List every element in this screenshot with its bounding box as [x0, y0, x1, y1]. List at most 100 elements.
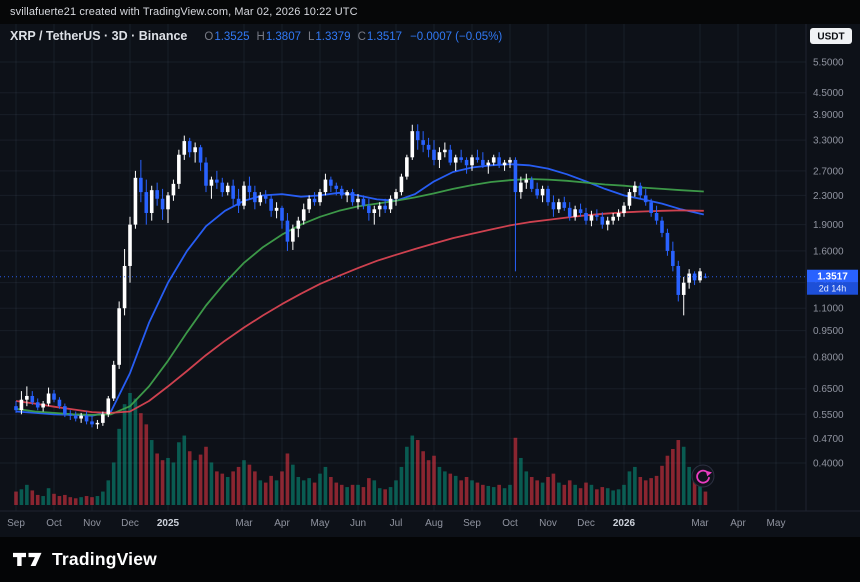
candle-body	[421, 140, 425, 145]
price-scale[interactable]: 5.5000 4.5000 3.9000 3.3000 2.7000 2.3000 1.90…	[807, 28, 858, 470]
price-tick-label: 0.5500	[813, 410, 844, 421]
volume-bar	[464, 477, 469, 505]
volume-bar	[540, 482, 545, 505]
snapshot-watermark-icon[interactable]	[691, 464, 715, 488]
volume-bar	[187, 451, 192, 505]
volume-bar	[589, 484, 594, 505]
candle-body	[177, 154, 181, 184]
candle-body	[611, 216, 615, 221]
candle-body	[410, 131, 415, 158]
candle-body	[236, 198, 241, 206]
attribution-bar: svillafuerte21 created with TradingView.…	[0, 0, 860, 24]
candle-body	[68, 414, 73, 416]
candle-body	[589, 215, 594, 221]
candle-body	[220, 182, 225, 193]
volume-bar	[513, 437, 518, 505]
candle-body	[665, 232, 670, 251]
candle-body	[584, 212, 588, 221]
time-tick-label: Aug	[425, 518, 443, 529]
volume-bar	[339, 484, 344, 505]
volume-bar	[90, 497, 94, 505]
candle-body	[502, 162, 507, 166]
chart-area[interactable]: 5.5000 4.5000 3.9000 3.3000 2.7000 2.3000 1.90…	[0, 24, 860, 537]
candle-body	[14, 406, 18, 411]
volume-bar	[14, 491, 18, 505]
candle-body	[557, 202, 561, 210]
volume-bar	[377, 488, 382, 505]
volume-bar	[665, 455, 670, 505]
tradingview-wordmark[interactable]: TradingView	[52, 549, 157, 569]
candle-body	[209, 179, 214, 186]
candle-body	[73, 415, 78, 419]
volume-bar	[128, 393, 132, 505]
candle-body	[225, 185, 230, 193]
volume-bar	[280, 471, 284, 505]
volume-bar	[562, 484, 567, 505]
volume-bar	[323, 466, 328, 505]
price-tick-label: 0.4000	[813, 459, 844, 470]
footer-bar: TradingView	[0, 537, 860, 582]
volume-bar	[73, 498, 78, 505]
candle-body	[638, 185, 643, 196]
candle-body	[41, 403, 45, 408]
time-scale[interactable]: Sep Oct Nov Dec 2025 Mar Apr May Jun Jul Aug Sep Oct…	[7, 518, 785, 529]
watermark-circle	[691, 464, 715, 488]
candle-body	[676, 265, 681, 295]
candles-layer[interactable]	[14, 124, 708, 429]
time-tick-label: Apr	[274, 518, 290, 529]
symbol-legend[interactable]: XRP / TetherUS · 3D · Binance O 1.3525 H…	[10, 29, 502, 43]
candle-body	[111, 364, 116, 399]
candle-body	[242, 185, 246, 206]
volume-bar	[703, 491, 708, 505]
candle-body	[253, 192, 257, 203]
volume-bar	[155, 453, 159, 505]
candle-body	[84, 415, 89, 422]
candle-body	[443, 149, 447, 153]
volume-bar	[535, 480, 539, 505]
volume-bar	[57, 496, 62, 505]
candle-body	[643, 195, 648, 203]
volume-bar	[220, 473, 225, 505]
volume-bar	[101, 491, 105, 505]
volume-bar	[470, 480, 474, 505]
candle-body	[540, 188, 545, 196]
volume-bar	[551, 473, 556, 505]
candle-body	[491, 157, 496, 163]
tradingview-logo-icon[interactable]	[13, 552, 43, 568]
candle-body	[405, 157, 409, 177]
volume-bar	[160, 460, 165, 505]
candle-body	[600, 216, 605, 225]
candle-body	[166, 195, 170, 210]
candle-body	[19, 399, 24, 411]
volume-bar	[166, 457, 170, 505]
currency-box[interactable]: USDT	[810, 28, 852, 44]
candle-body	[356, 198, 360, 203]
candle-body	[160, 198, 165, 210]
volume-bar	[372, 480, 377, 505]
symbol-title[interactable]: XRP / TetherUS · 3D · Binance	[10, 29, 188, 43]
volume-bar	[30, 490, 35, 505]
volume-bar	[334, 482, 339, 505]
volume-bar	[475, 482, 480, 505]
volume-bar	[204, 446, 208, 505]
time-tick-label: May	[767, 518, 786, 529]
time-tick-label: Dec	[121, 518, 139, 529]
candle-body	[692, 273, 697, 281]
volume-bar	[79, 497, 83, 505]
ma-fast-line[interactable]	[15, 163, 705, 417]
candle-body	[339, 188, 344, 196]
volume-bar	[611, 490, 615, 505]
time-tick-label: Jul	[390, 518, 403, 529]
candle-body	[274, 207, 279, 211]
volume-bar	[95, 496, 100, 505]
ohlc-high-label: H	[256, 31, 265, 43]
volume-bar	[350, 484, 355, 505]
candle-body	[377, 205, 382, 210]
chart-canvas[interactable]: 5.5000 4.5000 3.9000 3.3000 2.7000 2.3000 1.90…	[0, 24, 860, 537]
price-tick-label: 2.3000	[813, 191, 844, 202]
volume-bar	[415, 440, 420, 505]
ohlc-open-value: 1.3525	[214, 31, 250, 43]
volume-bar	[681, 446, 686, 505]
price-tick-label: 3.9000	[813, 110, 844, 121]
